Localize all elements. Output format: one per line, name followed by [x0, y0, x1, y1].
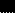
Line: 1.0A: 1.0A — [0, 0, 15, 13]
Line: 0.2A: 0.2A — [0, 0, 15, 13]
Line: 0.4A: 0.4A — [0, 0, 15, 13]
Line: 2.0A: 2.0A — [0, 0, 15, 13]
Line: 0.1A: 0.1A — [0, 0, 15, 13]
Line: 0.8A: 0.8A — [0, 0, 15, 13]
